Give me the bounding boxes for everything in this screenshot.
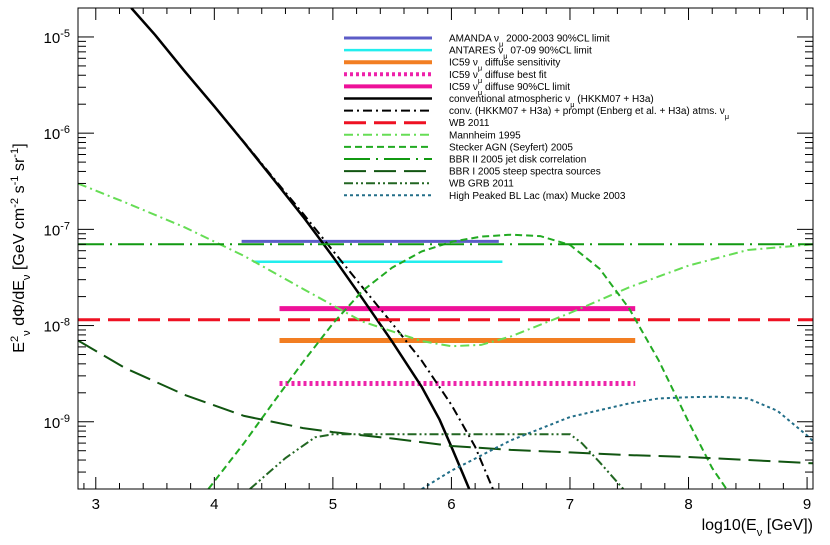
- y-tick-label: 10-7: [44, 220, 70, 239]
- y-tick-label: 10-8: [44, 317, 70, 336]
- legend-label: IC59 νμ diffuse best fit: [449, 70, 547, 85]
- x-tick-label: 8: [684, 496, 692, 513]
- series-line: [249, 433, 625, 489]
- x-axis-title: log10(Eν [GeV]): [702, 517, 813, 539]
- y-axis-title: E2ν dΦ/dEν [GeV cm-2 s-1 sr-1]: [9, 143, 33, 352]
- legend-label: WB GRB 2011: [449, 179, 514, 190]
- series-line: [421, 395, 813, 489]
- legend-label: IC59 νμ diffuse 90%CL limit: [449, 82, 570, 97]
- x-tick-label: 3: [92, 496, 100, 513]
- x-tick-label: 6: [447, 496, 455, 513]
- y-tick-label: 10-9: [44, 413, 70, 432]
- series-line: [130, 8, 471, 489]
- legend-label: ANTARES νμ 07-09 90%CL limit: [449, 46, 592, 61]
- y-tick-label: 10-5: [44, 28, 70, 47]
- x-tick-label: 9: [803, 496, 811, 513]
- legend-label: conventional atmospheric νμ (HKKM07 + H3…: [449, 94, 654, 109]
- x-tick-label: 7: [566, 496, 574, 513]
- series-line: [78, 339, 813, 465]
- legend-label: conv. (HKKM07 + H3a) + prompt (Enberg et…: [449, 106, 729, 121]
- y-axis-ticks: 10-9 10-8 10-7 10-6 10-5: [44, 7, 813, 490]
- legend-label: High Peaked BL Lac (max) Mucke 2003: [449, 191, 626, 202]
- series-curves: [78, 8, 813, 489]
- series-line: [130, 8, 494, 489]
- y-tick-label: 10-6: [44, 124, 70, 143]
- series-line: [207, 233, 728, 489]
- x-tick-label: 4: [210, 496, 218, 513]
- x-tick-label: 5: [329, 496, 337, 513]
- legend-label: WB 2011: [449, 118, 490, 129]
- x-axis-ticks: 3 4 5 6 7 8 9: [83, 8, 811, 513]
- legend-label: Stecker AGN (Seyfert) 2005: [449, 142, 573, 153]
- legend-label: AMANDA νμ 2000-2003 90%CL limit: [449, 34, 610, 49]
- legend-label: IC59 νμ diffuse sensitivity: [449, 58, 560, 73]
- legend-label: BBR I 2005 steep spectra sources: [449, 167, 601, 178]
- legend-label: BBR II 2005 jet disk correlation: [449, 155, 586, 166]
- plot-frame: [77, 7, 814, 490]
- legend-label: Mannheim 1995: [449, 130, 521, 141]
- series-line: [78, 182, 813, 348]
